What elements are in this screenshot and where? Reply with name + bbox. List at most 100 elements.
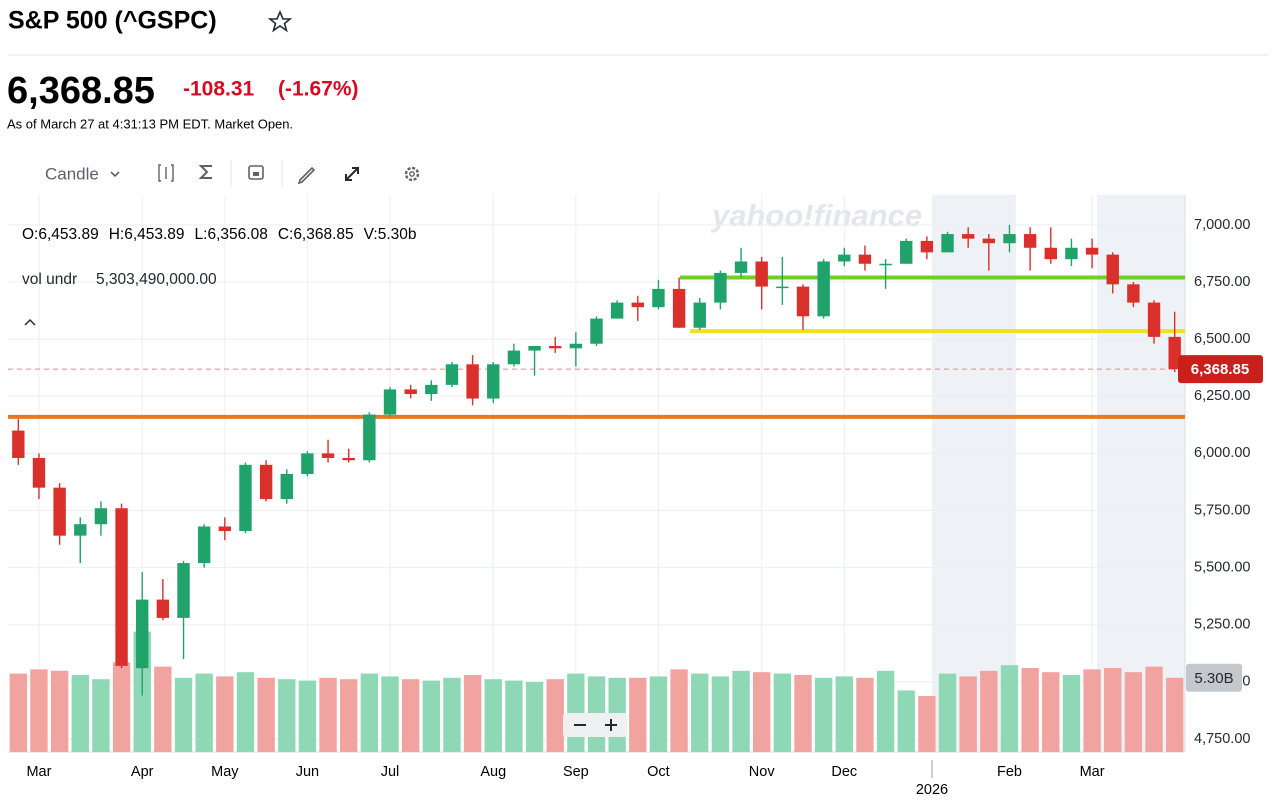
volume-bar xyxy=(938,673,957,752)
candle-body xyxy=(776,286,789,289)
volume-bar xyxy=(195,673,213,752)
volume-bar xyxy=(340,679,358,752)
candle-body xyxy=(115,508,128,666)
candle-body xyxy=(528,346,541,351)
y-tick-label: 6,250.00 xyxy=(1194,388,1250,404)
volume-bar xyxy=(257,677,275,752)
volume-label: vol undr xyxy=(22,271,77,288)
settings-icon[interactable] xyxy=(404,166,420,182)
x-tick-label: Sep xyxy=(563,764,589,780)
candle-body xyxy=(487,364,500,399)
settings-icon-core xyxy=(409,171,415,177)
candle-body xyxy=(838,254,851,262)
volume-bar xyxy=(9,673,27,752)
volume-bar xyxy=(360,673,379,752)
candle-body xyxy=(32,457,46,488)
events-icon-dot xyxy=(253,172,259,176)
y-tick-label: 5,250.00 xyxy=(1194,617,1250,633)
volume-bar xyxy=(711,676,730,752)
candle-body xyxy=(53,487,66,536)
candle-body xyxy=(693,302,706,328)
price-change-pct: (-1.67%) xyxy=(278,78,359,101)
volume-bar xyxy=(1062,675,1081,752)
candle-body xyxy=(259,464,273,500)
title: S&P 500 (^GSPC) xyxy=(8,7,217,35)
chart-type-button[interactable]: Candle xyxy=(45,164,99,183)
volume-bar xyxy=(1124,672,1143,752)
candle-body xyxy=(941,234,954,253)
volume-bar xyxy=(897,690,915,752)
volume-bar xyxy=(505,680,523,752)
candle-body xyxy=(920,240,934,253)
volume-bar xyxy=(30,669,48,752)
volume-bar xyxy=(980,670,998,752)
volume-bar xyxy=(1083,669,1101,752)
volume-bar xyxy=(1104,668,1122,752)
volume-bar xyxy=(298,680,317,752)
price-change: -108.31 xyxy=(183,78,255,101)
draw-icon[interactable] xyxy=(297,166,316,185)
candle-body xyxy=(177,563,190,618)
y-tick-label: 5,500.00 xyxy=(1194,559,1250,575)
candle-body xyxy=(1106,254,1119,285)
candle-body xyxy=(94,508,108,525)
axes: 4,750.005,000.005,250.005,500.005,750.00… xyxy=(26,217,1263,798)
shaded-period xyxy=(932,195,1016,752)
y-tick-label: 6,750.00 xyxy=(1194,274,1250,290)
x-tick-label: Jul xyxy=(381,764,400,780)
indicators-icon[interactable] xyxy=(198,165,212,179)
volume-bar xyxy=(959,676,977,752)
candle-body xyxy=(1044,247,1057,260)
x-tick-label: Apr xyxy=(131,764,154,780)
volume-bar xyxy=(773,673,792,752)
candle-body xyxy=(714,272,727,303)
y-tick-label: 4,750.00 xyxy=(1194,731,1250,747)
watchlist-star[interactable] xyxy=(267,9,293,33)
watermark: yahoo!finance xyxy=(710,198,922,233)
volume-bar xyxy=(174,677,193,752)
x-tick-label: Nov xyxy=(749,764,776,780)
volume-bar xyxy=(1145,666,1163,752)
y-tick-label: 6,000.00 xyxy=(1194,445,1250,461)
volume-bar xyxy=(835,676,853,752)
candle-body xyxy=(569,343,583,349)
candle-body xyxy=(796,286,810,317)
y-tick-label: 5,750.00 xyxy=(1194,502,1250,518)
volume-bar xyxy=(546,679,564,752)
last-price-badge xyxy=(1178,355,1263,384)
candles xyxy=(12,224,1181,696)
collapse-icon[interactable] xyxy=(24,318,36,326)
ohlc-item: C:6,368.85 xyxy=(278,226,354,243)
volume-bar xyxy=(50,670,69,752)
volume-bar xyxy=(154,666,172,752)
fullscreen-icon[interactable] xyxy=(345,167,359,181)
last-volume-badge xyxy=(1186,663,1242,692)
candle-body xyxy=(652,288,665,308)
volume-bar xyxy=(876,670,895,752)
volume-bar xyxy=(814,677,833,752)
volume-bar xyxy=(463,675,482,752)
events-icon[interactable] xyxy=(248,165,264,180)
volume-bar xyxy=(525,682,544,752)
volume-bar xyxy=(1042,672,1060,752)
volume-bars xyxy=(9,631,1184,752)
last-volume-label: 5.30B xyxy=(1194,670,1233,687)
candle-body xyxy=(1168,336,1181,370)
volume-bar xyxy=(670,669,688,752)
candle-body xyxy=(817,261,830,317)
ohlc-item: O:6,453.89 xyxy=(22,226,99,243)
ohlc-legend: vol undr 5,303,490,000.00 O:6,453.89 H:6,… xyxy=(22,226,417,326)
compare-icon[interactable] xyxy=(158,164,174,182)
volume-bar xyxy=(236,672,255,752)
x-tick-label: Dec xyxy=(831,764,857,780)
candle-body xyxy=(218,526,232,532)
volume-bar xyxy=(794,675,812,752)
candle-body xyxy=(445,364,459,385)
x-tick-label: Jun xyxy=(296,764,319,780)
zoom-in[interactable] xyxy=(605,719,617,731)
volume-bar xyxy=(691,673,709,752)
candle-body xyxy=(1065,247,1078,260)
candle-body xyxy=(610,302,624,319)
